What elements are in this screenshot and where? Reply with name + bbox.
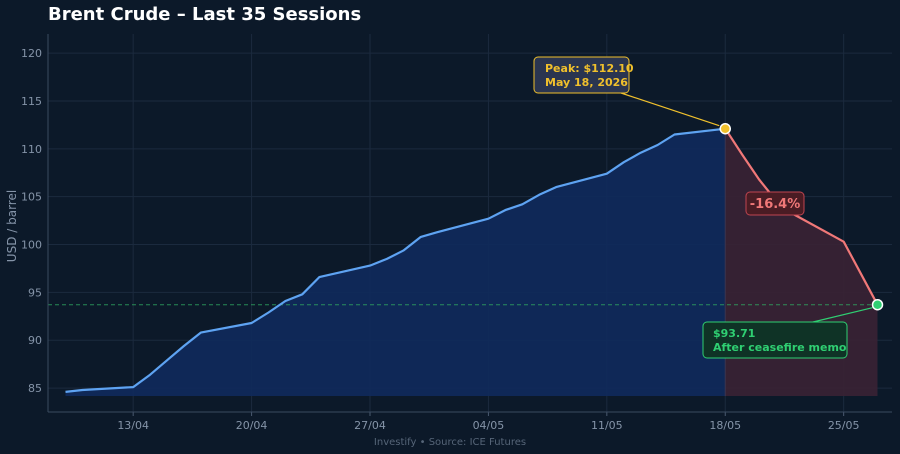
peak-marker bbox=[719, 122, 731, 135]
peak-label-box bbox=[533, 56, 630, 94]
rise-series-line bbox=[65, 127, 726, 393]
x-tick-label: 20/04 bbox=[236, 419, 268, 432]
rise-area-fill bbox=[65, 128, 726, 396]
y-axis-label: USD / barrel bbox=[5, 190, 19, 262]
y-tick-label: 100 bbox=[21, 239, 42, 252]
y-tick-label: 85 bbox=[28, 382, 42, 395]
x-tick-label: 25/05 bbox=[828, 419, 860, 432]
x-tick-label: 04/05 bbox=[473, 419, 505, 432]
drop-badge bbox=[745, 191, 805, 216]
x-tick-label: 11/05 bbox=[591, 419, 623, 432]
current-marker bbox=[871, 298, 884, 311]
drop-percentage-label: -16.4% bbox=[750, 197, 801, 212]
x-tick-label: 13/04 bbox=[117, 419, 149, 432]
current-connector bbox=[812, 307, 873, 323]
y-tick-label: 105 bbox=[21, 191, 42, 204]
y-tick-label: 120 bbox=[21, 47, 42, 60]
y-tick-label: 90 bbox=[28, 334, 42, 347]
peak-label-line2: May 18, 2026 bbox=[545, 76, 628, 89]
x-tick-label: 27/04 bbox=[354, 419, 386, 432]
footer-source: Investify • Source: ICE Futures bbox=[374, 437, 526, 448]
peak-connector bbox=[620, 92, 720, 127]
current-label-box bbox=[702, 321, 848, 359]
chart-title: Brent Crude – Last 35 Sessions bbox=[48, 4, 361, 25]
current-label-line2: After ceasefire memo bbox=[713, 341, 847, 354]
y-tick-label: 110 bbox=[21, 143, 42, 156]
y-tick-label: 95 bbox=[28, 286, 42, 299]
y-tick-label: 115 bbox=[21, 95, 42, 108]
current-label-line1: $93.71 bbox=[713, 327, 755, 340]
peak-label-line1: Peak: $112.10 bbox=[545, 62, 634, 75]
x-tick-label: 18/05 bbox=[709, 419, 741, 432]
